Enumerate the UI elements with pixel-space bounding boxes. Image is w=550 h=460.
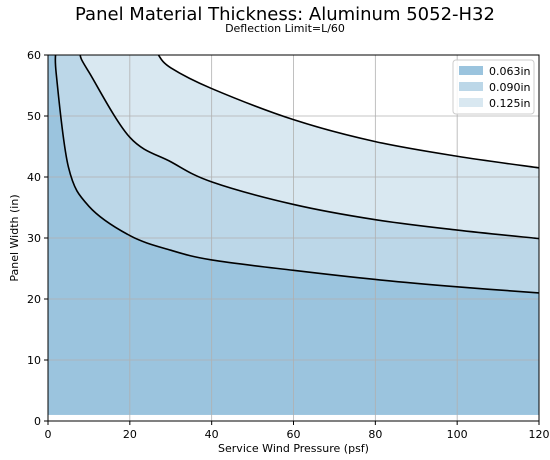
- y-tick-label: 0: [34, 415, 41, 428]
- x-tick-label: 100: [447, 428, 468, 441]
- curve-0.063in: [54, 55, 539, 294]
- x-axis-label: Service Wind Pressure (psf): [218, 442, 369, 455]
- legend-swatch: [459, 66, 483, 75]
- y-tick-label: 40: [27, 171, 41, 184]
- legend-label: 0.125in: [489, 97, 531, 110]
- y-tick-label: 60: [27, 49, 41, 62]
- x-tick-label: 120: [529, 428, 550, 441]
- chart-title: Panel Material Thickness: Aluminum 5052-…: [75, 4, 495, 25]
- y-tick-label: 10: [27, 354, 41, 367]
- x-tick-label: 80: [368, 428, 382, 441]
- y-tick-label: 30: [27, 232, 41, 245]
- x-tick-label: 0: [45, 428, 52, 441]
- legend-label: 0.063in: [489, 65, 531, 78]
- y-axis-label: Panel Width (in): [8, 194, 21, 281]
- x-tick-label: 20: [123, 428, 137, 441]
- legend-swatch: [459, 98, 483, 107]
- curve-0.090in: [79, 55, 539, 240]
- curve-0.125in: [157, 55, 539, 169]
- legend-swatch: [459, 82, 483, 91]
- x-tick-label: 40: [205, 428, 219, 441]
- tick-layer: 0 20 40 60 80 100 120 0 10 20 30 40 50 60: [27, 49, 550, 441]
- legend: 0.063in 0.090in 0.125in: [452, 59, 535, 115]
- area-0.063in: [48, 55, 539, 415]
- x-tick-label: 60: [287, 428, 301, 441]
- curve-layer: [54, 55, 539, 294]
- y-tick-label: 50: [27, 110, 41, 123]
- chart-subtitle: Deflection Limit=L/60: [225, 22, 345, 35]
- legend-label: 0.090in: [489, 81, 531, 94]
- y-tick-label: 20: [27, 293, 41, 306]
